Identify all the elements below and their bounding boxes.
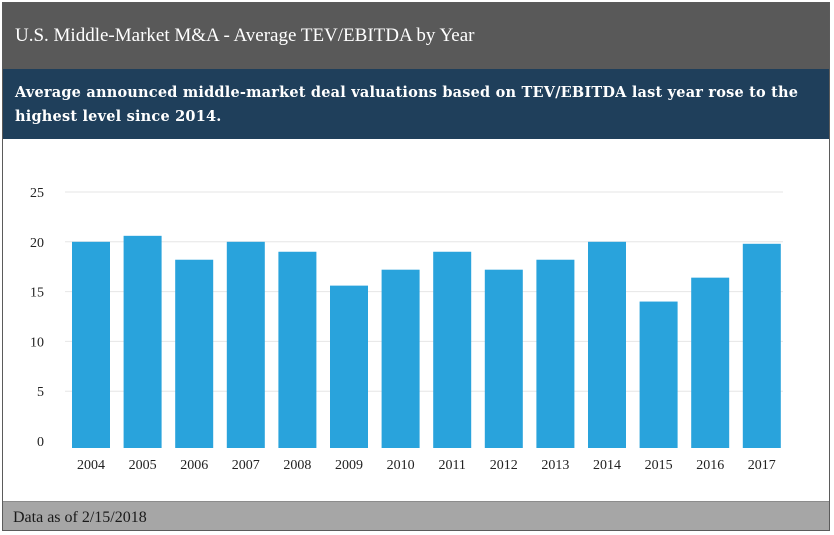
x-tick-label: 2014 xyxy=(593,458,621,473)
bar-2016 xyxy=(691,277,730,448)
y-tick-label: 0 xyxy=(37,435,44,450)
x-tick-label: 2011 xyxy=(438,458,465,473)
x-tick-label: 2010 xyxy=(387,458,415,473)
x-tick-label: 2015 xyxy=(645,458,673,473)
bar-2004 xyxy=(72,241,110,448)
x-tick-label: 2005 xyxy=(129,458,157,473)
bar-2012 xyxy=(484,269,523,448)
x-tick-label: 2016 xyxy=(696,458,724,473)
x-tick-label: 2009 xyxy=(335,458,363,473)
bar-2010 xyxy=(381,269,420,448)
data-date-note: Data as of 2/15/2018 xyxy=(3,501,829,530)
plot-area: 0 5 10 15 20 25 2004 2005 2006 2007 2008 2009 2010 2… xyxy=(3,139,829,501)
bar-2006 xyxy=(175,259,214,448)
bar-2007 xyxy=(226,241,265,448)
x-tick-label: 2013 xyxy=(541,458,569,473)
y-tick-label: 10 xyxy=(30,335,44,350)
y-tick-label: 15 xyxy=(30,286,44,301)
bar-2015 xyxy=(639,301,678,448)
x-tick-label: 2012 xyxy=(490,458,518,473)
x-tick-label: 2008 xyxy=(283,458,311,473)
bar-2013 xyxy=(536,259,575,448)
chart-title: U.S. Middle-Market M&A - Average TEV/EBI… xyxy=(3,3,829,69)
y-tick-label: 25 xyxy=(30,186,44,201)
bar-2008 xyxy=(278,251,317,448)
bar-2009 xyxy=(330,285,368,448)
x-axis-ticks: 2004 2005 2006 2007 2008 2009 2010 2011 2012 2013… xyxy=(77,458,776,473)
x-tick-label: 2017 xyxy=(748,458,776,473)
x-tick-label: 2004 xyxy=(77,458,105,473)
chart-subtitle: Average announced middle-market deal val… xyxy=(3,69,829,139)
bar-2017 xyxy=(742,243,781,448)
x-tick-label: 2007 xyxy=(232,458,260,473)
bar-2005 xyxy=(123,235,162,448)
bar-2011 xyxy=(433,251,472,448)
bars xyxy=(72,235,781,448)
bar-2014 xyxy=(588,241,626,448)
y-tick-label: 20 xyxy=(30,236,44,251)
y-axis-ticks: 0 5 10 15 20 25 xyxy=(30,186,44,450)
x-tick-label: 2006 xyxy=(180,458,208,473)
y-tick-label: 5 xyxy=(37,385,44,400)
